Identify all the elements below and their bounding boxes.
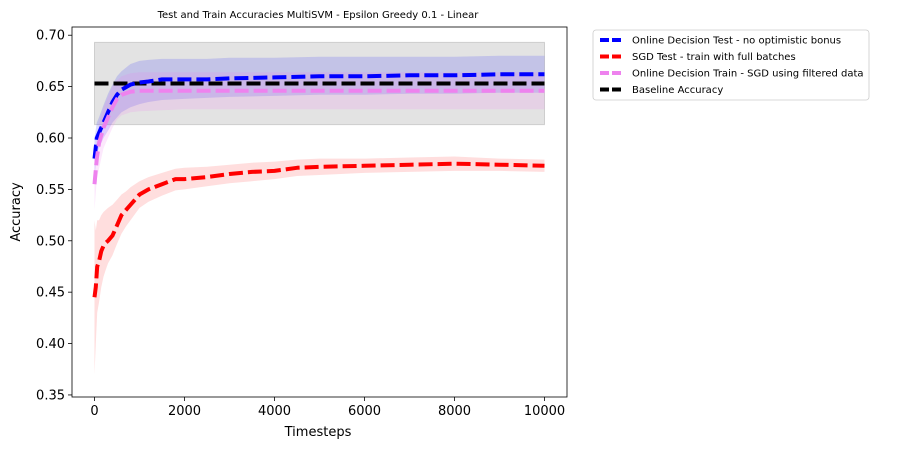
y-tick-label: 0.35 [36,388,65,403]
x-tick-label: 6000 [348,404,381,419]
series-lines [92,72,545,298]
confidence-bands [94,41,545,375]
y-tick-label: 0.40 [36,337,65,352]
plot-frame [71,26,568,398]
x-axis: 0 2000 4000 6000 8000 10000 [90,397,565,419]
line-sgd-test-train-with-full-batches [92,161,545,298]
band-sgd-test-train-with-full-batches [94,156,545,375]
legend-label-sgd-test-train-with-full-batches: SGD Test - train with full batches [632,52,796,63]
legend-label-online-decision-test-no-optimistic-bonus: Online Decision Test - no optimistic bon… [632,36,841,47]
x-tick-label: 8000 [438,404,471,419]
y-tick-label: 0.65 [36,80,65,95]
band-baseline-accuracy [94,41,545,126]
line-online-decision-train-sgd-using-filtered-data [92,88,545,185]
y-axis: 0.35 0.40 0.45 0.50 0.55 0.60 0.65 0.70 [36,29,72,403]
y-tick-label: 0.60 [36,132,65,147]
band-online-decision-train-sgd-using-filtered-data [94,72,545,210]
line-online-decision-test-no-optimistic-bonus [92,72,545,159]
legend-label-online-decision-train-sgd-using-filtered-data: Online Decision Train - SGD using filter… [632,69,864,80]
x-tick-label: 4000 [258,404,291,419]
legend: Online Decision Test - no optimistic bon… [592,29,870,101]
legend-label-baseline-accuracy: Baseline Accuracy [632,85,723,96]
x-tick-label: 2000 [168,404,201,419]
band-online-decision-test-no-optimistic-bonus [94,55,545,180]
y-tick-label: 0.45 [36,286,65,301]
x-tick-label: 0 [90,404,98,419]
y-axis-label: Accuracy [9,182,24,242]
x-axis-label: Timesteps [284,425,352,440]
chart-title: Test and Train Accuracies MultiSVM - Eps… [157,10,480,21]
y-tick-label: 0.70 [36,29,65,44]
legend-frame [592,29,870,101]
y-tick-label: 0.55 [36,183,65,198]
x-tick-label: 10000 [524,404,565,419]
y-tick-label: 0.50 [36,234,65,249]
